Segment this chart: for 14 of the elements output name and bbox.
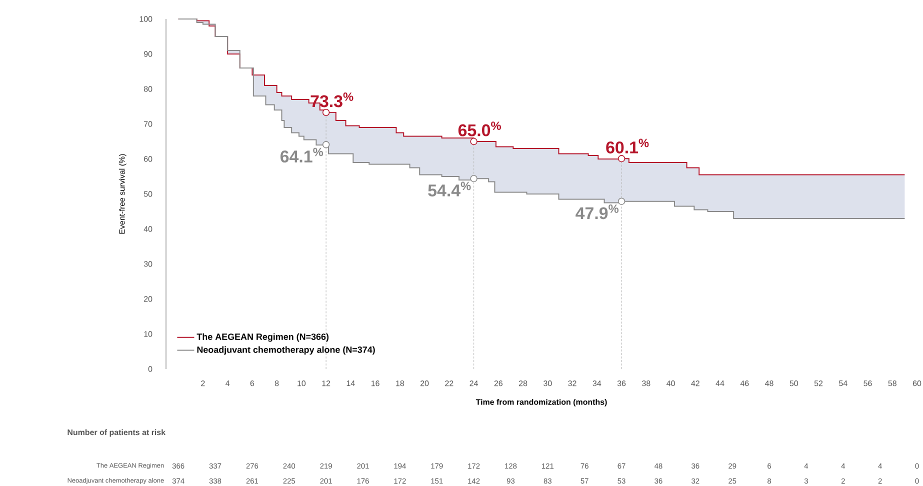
point	[618, 155, 626, 162]
point	[470, 174, 478, 182]
point	[322, 141, 330, 148]
point	[322, 108, 330, 116]
annotation: 47.9$^{%}$	[576, 204, 619, 220]
annotation: 64.1$^{%}$	[280, 148, 324, 163]
legend-label: The AEGEAN Regimen (N=366)	[196, 333, 329, 342]
point	[618, 198, 626, 205]
annotation: 65.0$^{%}$	[458, 122, 501, 136]
point	[470, 138, 478, 146]
legend-label: Neoadjuvant chemotherapy alone (N=374)	[197, 346, 375, 355]
annotation: 54.4$^{%}$	[428, 182, 471, 196]
annotation: 73.3$^{%}$	[310, 92, 354, 108]
annotation: 60.1$^{%}$	[606, 138, 649, 154]
